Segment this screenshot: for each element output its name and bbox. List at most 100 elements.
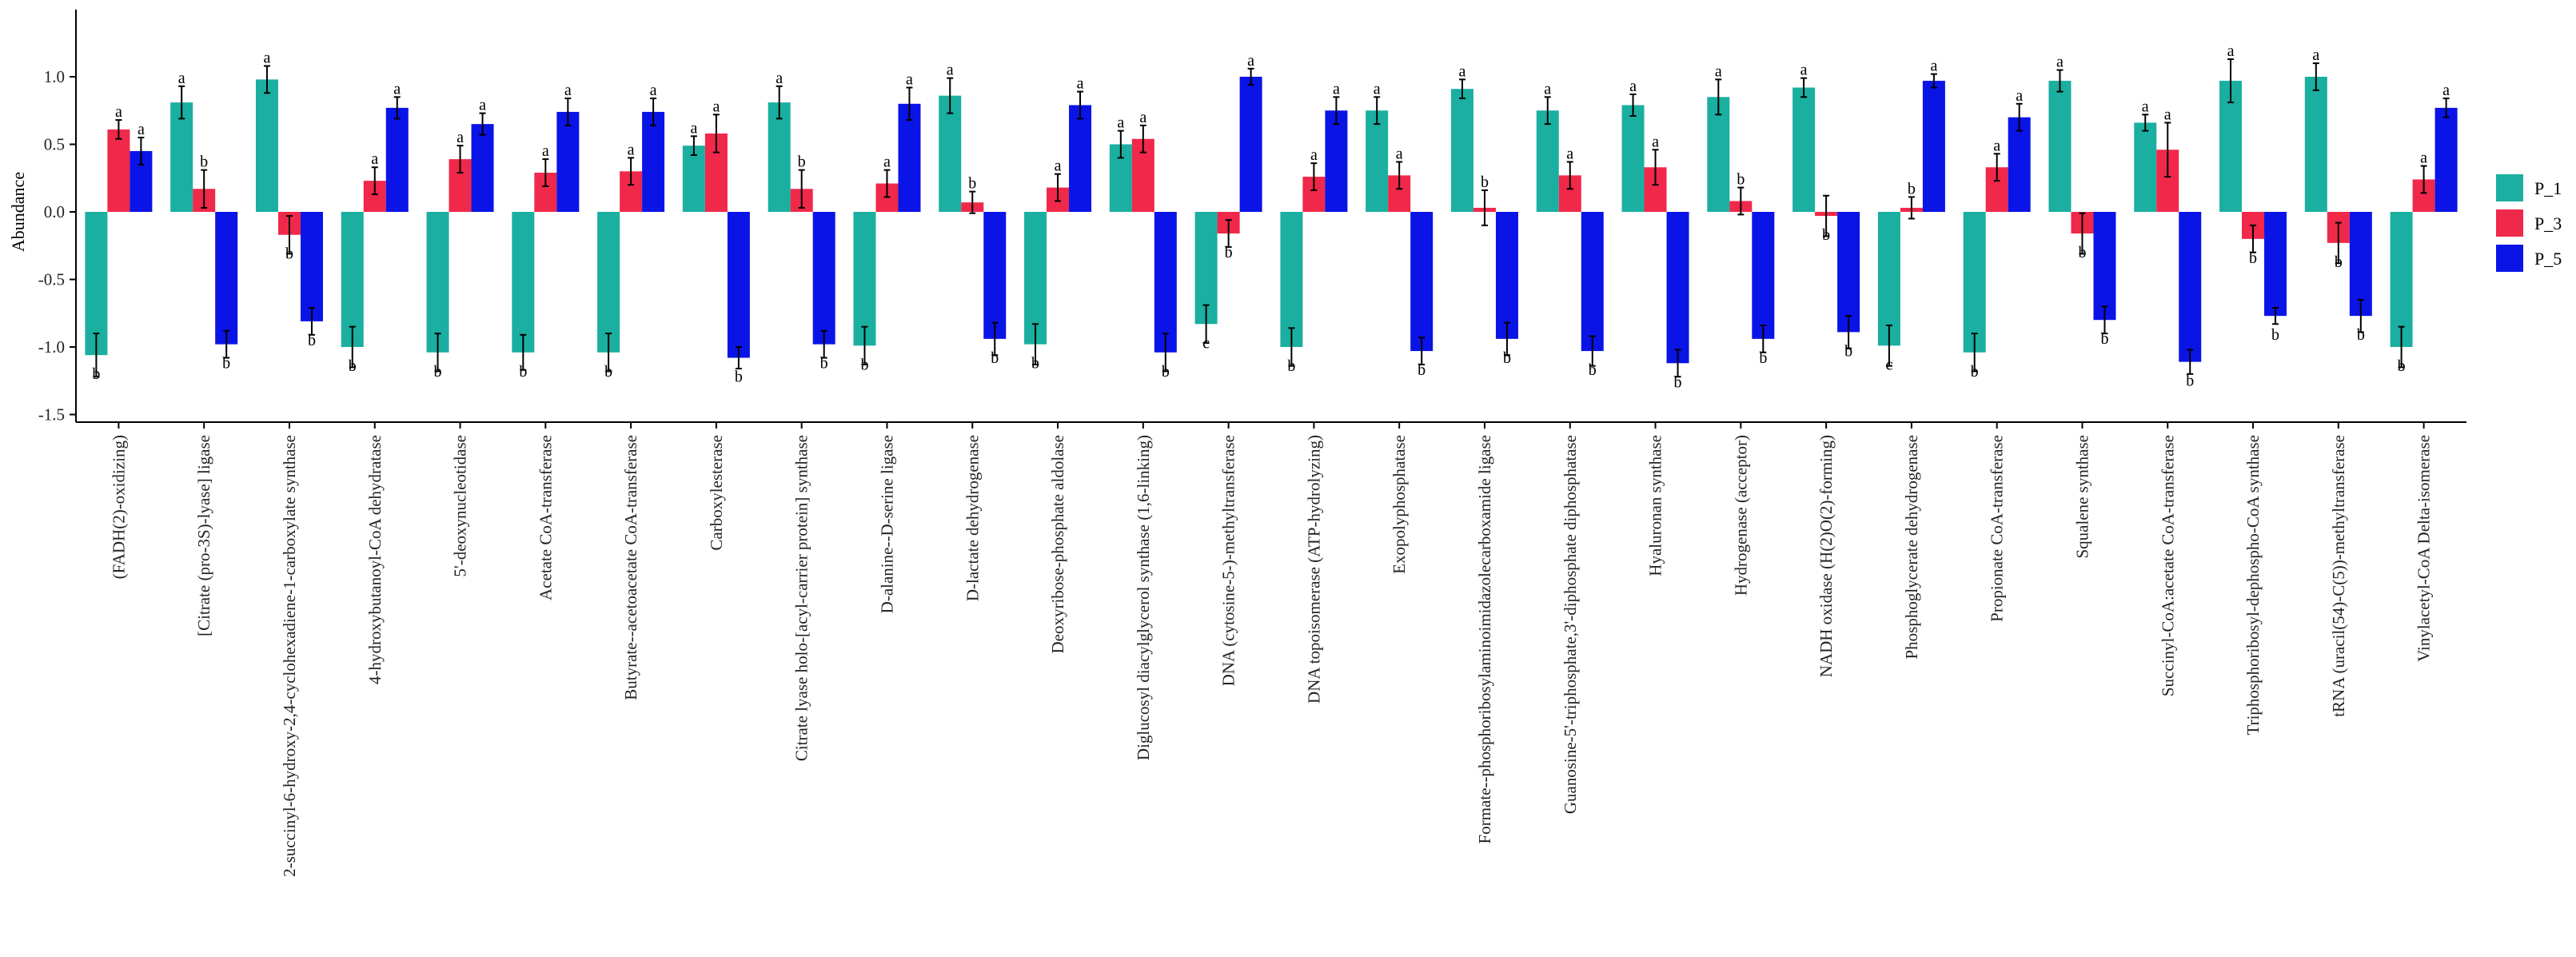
bar-P_5 (642, 111, 665, 212)
x-tick-label: 5'-deoxynucleotidase (451, 435, 470, 577)
significance-label: a (138, 121, 145, 138)
x-tick-label: Deoxyribose-phosphate aldolase (1048, 435, 1067, 654)
significance-label: b (2249, 249, 2257, 267)
significance-label: b (1844, 342, 1852, 360)
x-tick-label: Diglucosyl diacylglycerol synthase (1,6-… (1134, 435, 1153, 760)
bar-P_1 (170, 102, 193, 212)
bar-P_5 (2008, 117, 2031, 212)
significance-label: a (650, 82, 657, 99)
significance-label: b (2078, 244, 2086, 261)
x-tick-label: D-lactate dehydrogenase (963, 435, 982, 601)
y-tick-label: 1.0 (44, 67, 65, 86)
legend: P_1 P_3 P_5 (2496, 174, 2562, 272)
y-tick-label: -1.5 (38, 405, 65, 425)
significance-label: a (264, 49, 271, 66)
x-tick-label: Acetate CoA-transferase (536, 435, 555, 600)
bar-P_1 (1024, 212, 1047, 345)
legend-label-P_5: P_5 (2534, 249, 2562, 269)
bar-P_5 (1069, 105, 1092, 212)
x-tick-label: (FADH(2)-oxidizing) (109, 435, 128, 579)
significance-label: b (798, 154, 806, 171)
significance-label: b (2271, 326, 2279, 344)
significance-label: a (1055, 158, 1062, 175)
bar-P_5 (556, 111, 580, 212)
significance-label: a (1139, 109, 1146, 126)
bar-P_1 (1792, 87, 1816, 213)
x-tick-label: Carboxylesterase (707, 435, 726, 551)
significance-label: b (1503, 349, 1511, 367)
significance-label: b (735, 369, 743, 386)
x-tick-label: Propionate CoA-transferase (1988, 435, 2007, 622)
significance-label: a (178, 70, 185, 87)
x-tick-label: [Citrate (pro-3S)-lyase] ligase (194, 435, 213, 636)
significance-label: b (200, 154, 208, 171)
bar-P_5 (1410, 212, 1434, 352)
significance-label: a (115, 103, 122, 121)
significance-label: a (628, 141, 635, 158)
significance-label: a (1247, 52, 1254, 70)
significance-label: c (1885, 356, 1892, 373)
bar-P_5 (471, 124, 494, 212)
bar-P_1 (768, 102, 791, 212)
x-tick-label: Butyrate--acetoacetate CoA-transferase (621, 435, 640, 700)
significance-label: a (2442, 82, 2450, 99)
significance-label: b (1737, 171, 1745, 189)
significance-label: b (222, 355, 230, 373)
significance-label: a (2227, 42, 2235, 60)
x-tick-label: tRNA (uracil(54)-C(5))-methyltransferase (2329, 435, 2348, 717)
bar-P_5 (215, 212, 238, 345)
y-tick-label: -0.5 (38, 270, 65, 289)
bar-P_5 (2179, 212, 2202, 362)
bar-P_1 (255, 79, 278, 212)
bar-P_1 (1450, 89, 1473, 213)
y-axis-title: Abundance (8, 172, 28, 252)
bar-P_5 (727, 212, 750, 358)
y-tick-label: -1.0 (38, 337, 65, 357)
significance-label: a (457, 129, 464, 146)
x-tick-label: Hydrogenase (acceptor) (1731, 435, 1750, 596)
bar-P_1 (597, 212, 620, 353)
bar-P_1 (426, 212, 449, 353)
bar-P_5 (1325, 110, 1348, 212)
y-tick-label: 0.5 (44, 135, 65, 154)
significance-label: a (1333, 80, 1340, 98)
significance-label: a (2016, 87, 2023, 105)
significance-label: b (308, 332, 316, 349)
bar-P_5 (898, 103, 921, 212)
bar-P_5 (2349, 212, 2372, 317)
significance-label: a (1652, 133, 1659, 150)
bars (85, 77, 2458, 364)
x-tick-label: Hyaluronan synthase (1646, 435, 1665, 576)
bar-P_5 (1239, 77, 1262, 212)
x-tick-label: 2-succinyl-6-hydroxy-2,4-cyclohexadiene-… (280, 435, 299, 877)
legend-swatch-P_5 (2496, 245, 2523, 272)
legend-label-P_1: P_1 (2534, 178, 2562, 198)
bar-P_1 (2304, 77, 2327, 212)
significance-label: a (1310, 146, 1318, 164)
significance-label: b (1908, 180, 1916, 197)
significance-label: a (1800, 62, 1808, 79)
significance-label: c (1202, 334, 1210, 352)
significance-label: b (604, 363, 612, 381)
significance-label: b (2335, 253, 2343, 271)
significance-label: b (2398, 357, 2406, 375)
x-tick-label: Triphosphoribosyl-dephospho-CoA synthase (2243, 435, 2263, 736)
bar-P_1 (939, 95, 962, 212)
error-bars (93, 58, 2450, 378)
bar-P_5 (1837, 212, 1860, 333)
significance-label: b (1287, 357, 1295, 375)
significance-label: a (906, 71, 913, 89)
bar-P_1 (1963, 212, 1986, 353)
bar-P_5 (2264, 212, 2287, 317)
bar-P_1 (1536, 110, 1559, 212)
significance-label: a (1993, 137, 2000, 154)
significance-label: b (1674, 373, 1682, 391)
significance-label: a (2312, 46, 2319, 64)
bar-P_1 (2390, 212, 2413, 347)
significance-label: a (690, 119, 697, 137)
significance-label: a (479, 97, 486, 114)
significance-label: a (883, 154, 891, 171)
significance-label: a (393, 80, 401, 98)
legend-swatch-P_1 (2496, 174, 2523, 201)
